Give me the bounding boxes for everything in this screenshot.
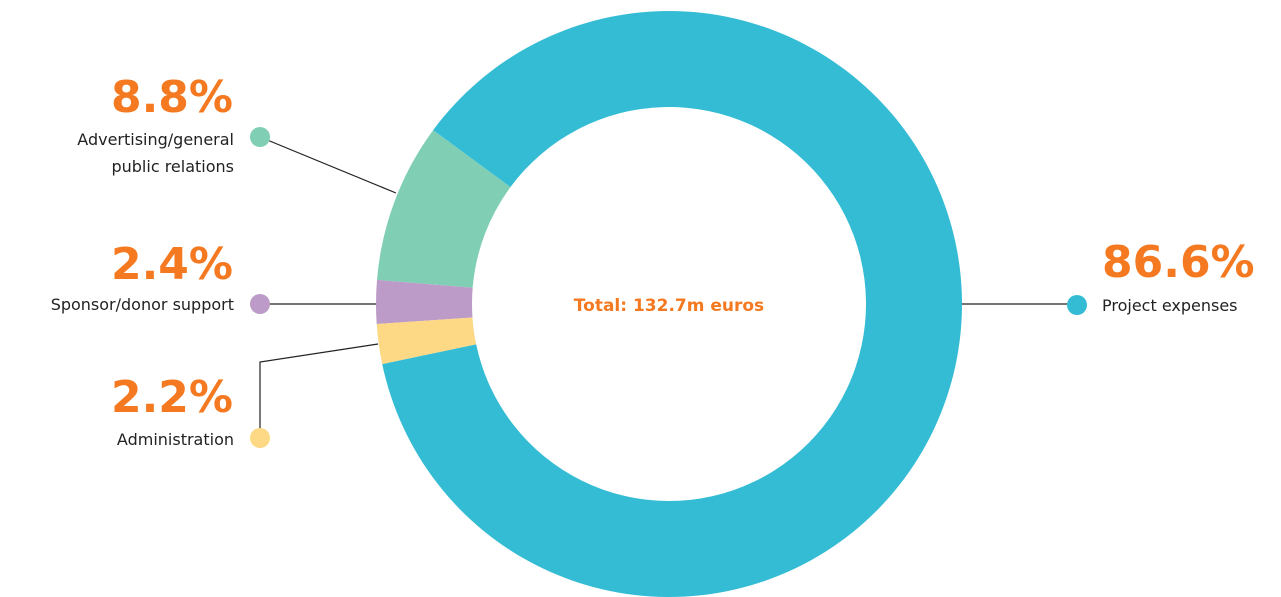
value-label: 2.2% [111, 372, 233, 423]
value-label: 86.6% [1102, 237, 1255, 288]
value-label: 8.8% [111, 72, 233, 123]
donut-slice [376, 279, 473, 325]
center-text: Total: 132.7m euros [574, 296, 764, 316]
donut-slice [376, 317, 477, 365]
leader-line [259, 136, 397, 194]
category-label: Administration [116, 430, 234, 449]
donut-slice [382, 10, 963, 597]
legend-dot [250, 294, 270, 314]
category-label: Project expenses [1102, 296, 1238, 315]
legend-dot [250, 127, 270, 147]
value-label: 2.4% [111, 239, 233, 290]
leader-line [259, 343, 379, 438]
legend-dot [1067, 295, 1087, 315]
donut-slice [376, 130, 511, 288]
category-label: Advertising/general public relations [77, 130, 234, 176]
category-label: Sponsor/donor support [50, 295, 234, 314]
legend-dot [250, 428, 270, 448]
